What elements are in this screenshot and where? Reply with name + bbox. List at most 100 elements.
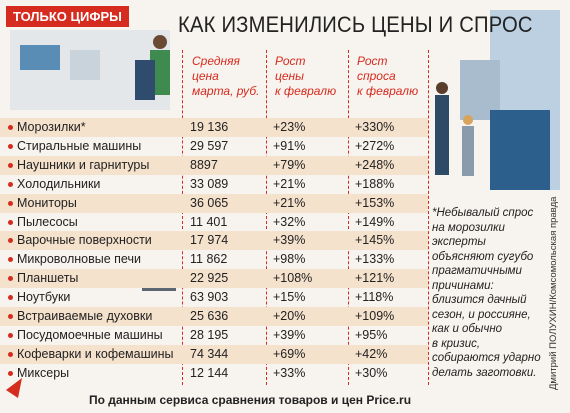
cell-value: +133% (355, 252, 395, 267)
cell-value: +95% (355, 327, 388, 342)
person-head (436, 82, 448, 94)
bullet (8, 238, 13, 244)
cell-name: Ноутбуки (17, 290, 71, 305)
bullet (8, 370, 13, 376)
cell-value: +98% (273, 252, 306, 267)
cell-value: 8897 (190, 157, 218, 172)
person-body (135, 60, 155, 100)
cell-name: Мониторы (17, 195, 77, 210)
table-row: Холодильники 33 089 +21% +188% (0, 175, 428, 194)
cell-name: Миксеры (17, 365, 70, 380)
cell-value: +91% (273, 138, 306, 153)
cell-value: +188% (355, 176, 395, 191)
cell-value: +20% (273, 309, 306, 323)
cell-value: +145% (355, 233, 395, 248)
column-header-line: цены (275, 69, 304, 83)
cell-value: +15% (273, 290, 306, 305)
column-header-line: марта, руб. (192, 84, 260, 98)
cell-value: 33 089 (190, 176, 229, 191)
bullet (8, 257, 13, 263)
badge: ТОЛЬКО ЦИФРЫ (6, 6, 129, 27)
footnote-line: как и обычно (432, 323, 503, 335)
cell-name: Встраиваемые духовки (17, 309, 153, 323)
bullet (8, 314, 13, 319)
footnote-line: причинами: (432, 279, 494, 292)
cell-value: 36 065 (190, 195, 229, 210)
column-header-line: Средняя (192, 54, 240, 68)
cell-value: +39% (273, 233, 306, 248)
bullet (8, 181, 13, 187)
footnote: *Небывалый спрос на морозилки эксперты объя… (432, 206, 541, 380)
bullet (8, 219, 13, 225)
table-row: Встраиваемые духовки 25 636 +20% +109% (0, 307, 428, 326)
table-row: Микроволновые печи 11 862 +98% +133% (0, 250, 428, 269)
cell-value: 11 401 (190, 214, 228, 229)
table-row: Кофеварки и кофемашины 74 344 +69% +42% (0, 344, 428, 364)
cell-value: +153% (355, 195, 395, 210)
cell-name: Пылесосы (17, 214, 78, 229)
table-row: Наушники и гарнитуры 8897 +79% +248% (0, 155, 428, 175)
cell-value: +39% (273, 327, 306, 342)
footnote-line: близится дачный (432, 294, 527, 306)
column-header: Средняя цена марта, руб. (192, 54, 259, 99)
bullet (8, 162, 13, 168)
footnote-line: в кризис, (432, 337, 481, 350)
footnote-line: объясняют сугубо (432, 250, 534, 263)
cell-name: Холодильники (17, 176, 101, 191)
shelf-item (20, 45, 60, 70)
footnote-line: сезон, и россияне, (432, 308, 531, 321)
cell-value: +272% (355, 138, 395, 153)
bullet (8, 332, 13, 338)
bullet (8, 351, 13, 357)
cell-name: Морозилки* (17, 120, 86, 134)
cell-value: 12 144 (190, 365, 229, 380)
footnote-line: прагматичными (432, 265, 522, 277)
column-divider (348, 50, 349, 385)
cell-name: Планшеты (17, 271, 79, 286)
cell-value: 29 597 (190, 138, 229, 153)
cell-value: 63 903 (190, 290, 229, 305)
cell-value: 25 636 (190, 309, 229, 323)
column-header-line: спроса (357, 69, 396, 83)
table-row: Посудомоечные машины 28 195 +39% +95% (0, 326, 428, 345)
person-body (462, 126, 474, 176)
cell-value: +118% (355, 290, 394, 305)
column-header-line: Рост (275, 54, 306, 68)
credit: Дмитрий ПОЛУХИН/Комсомольская правда (548, 196, 559, 390)
title: КАК ИЗМЕНИЛИСЬ ЦЕНЫ И СПРОС (178, 12, 533, 37)
cell-value: +330% (355, 120, 395, 134)
cell-value: +69% (273, 346, 306, 361)
person-head (463, 115, 473, 125)
cell-value: 17 974 (190, 233, 229, 248)
cell-name: Кофеварки и кофемашины (17, 346, 174, 361)
cell-name: Варочные поверхности (17, 233, 152, 248)
bullet (8, 143, 13, 149)
footnote-line: собираются ударно (432, 352, 541, 364)
column-divider (266, 50, 267, 385)
person-body (435, 95, 449, 175)
table-row: Ноутбуки 63 903 +15% +118% (0, 288, 428, 307)
table-row: Миксеры 12 144 +33% +30% (0, 364, 428, 383)
bullet (8, 125, 13, 130)
shelf-item (70, 50, 100, 80)
cell-name: Микроволновые печи (17, 252, 141, 267)
cell-value: 22 925 (190, 271, 229, 286)
footnote-line: эксперты (432, 236, 486, 248)
table-row: Мониторы 36 065 +21% +153% (0, 193, 428, 213)
column-header: Рост спроса к февралю (357, 54, 418, 99)
footnote-line: *Небывалый спрос (432, 207, 534, 219)
laptop-icon (142, 288, 176, 291)
cell-value: 11 862 (190, 252, 228, 267)
logo (6, 378, 22, 398)
cell-value: +248% (355, 157, 395, 172)
footnote-line: делать заготовки. (432, 366, 537, 379)
oven-illustration (490, 110, 550, 190)
cell-value: +108% (273, 271, 313, 286)
cell-value: +23% (273, 120, 306, 134)
bullet (8, 276, 13, 282)
column-divider (182, 50, 183, 385)
cell-name: Наушники и гарнитуры (17, 157, 150, 172)
cell-value: +121% (355, 271, 395, 286)
